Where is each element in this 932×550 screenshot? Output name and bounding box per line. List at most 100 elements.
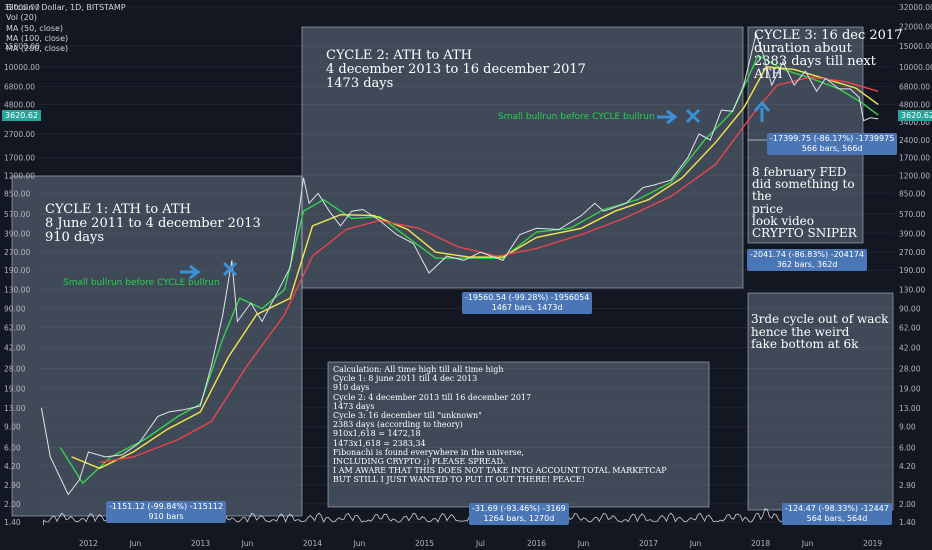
badge6-l2: 564 bars, 564d [806,514,868,523]
cycle3-title: CYCLE 3: 16 dec 2017 [754,28,903,43]
cycle2-annotation: CYCLE 2: ATH to ATH 4 december 2013 to 16… [326,49,586,91]
cycle3-l4: ATH [754,67,783,82]
y-tick-right: 9.00 [899,423,916,432]
cycle3-l3: 2383 days till next [754,54,876,69]
x-tick: 2018 [751,539,770,548]
indicator-ma100[interactable]: MA (100, close) [6,33,69,43]
price-series [40,32,879,496]
y-tick-left: 1.40 [4,518,21,527]
badge5-l2: 362 bars, 362d [776,260,838,269]
y-tick-left: 10000.00 [4,63,40,72]
grid-lines [38,6,895,523]
y-tick-right: 6800.00 [899,83,930,92]
y-tick-right: 10000.00 [899,63,932,72]
current-price-right: 3620.62 [898,110,932,121]
arrow-right-icon [180,264,201,280]
x-tick: 2019 [863,539,882,548]
x-tick: Jun [241,539,254,548]
y-tick-left: 850.00 [4,189,30,198]
cross-mark-icon [685,108,701,124]
y-tick-right: 19.00 [899,384,921,393]
symbol-title: Bitcoin / Dollar, 1D, BITSTAMP [6,3,126,12]
badge4-l1: -17399.75 (-86.17%) -1739975 [770,134,895,143]
indicator-ma50[interactable]: MA (50, close) [6,23,64,33]
cycle3-l2: duration about [754,41,852,56]
badge6-l1: -124.47 (-98.33%) -12447 [785,504,889,513]
y-tick-left: 130.00 [4,286,30,295]
y-tick-left: 190.00 [4,266,30,275]
badge4-l2: 566 bars, 566d [801,144,863,153]
y-tick-left: 32000.00 [4,3,40,12]
y-tick-left: 1700.00 [4,154,35,163]
x-tick: Jul [475,539,485,548]
y-tick-right: 28.00 [899,364,921,373]
annotation-box [327,361,710,508]
y-tick-left: 1200.00 [4,172,35,181]
moving-average-line [71,66,879,470]
badge5-l1: -2041.74 (-86.83%) -204174 [750,250,865,259]
y-tick-left: 15000.00 [4,42,40,51]
x-tick: 2017 [639,539,658,548]
y-tick-right: 850.00 [899,189,925,198]
y-axis-right: 32000.00 22000.00 15000.00 10000.00 6800.00 4… [899,3,932,527]
measure-badge-6[interactable]: -124.47 (-98.33%) -12447 564 bars, 564d [782,503,892,525]
badge2-l1: -19560.54 (-99.28%) -1956054 [465,293,590,302]
y-tick-left: 6.00 [4,444,21,453]
calculation-annotation: Calculation: All time high till all time… [333,365,667,485]
indicator-vol[interactable]: Vol (20) [6,13,37,23]
y-tick-right: 3400.00 [899,118,930,127]
measure-badge-4[interactable]: -17399.75 (-86.17%) -1739975 566 bars, 56… [767,133,898,155]
x-tick: 2012 [79,539,98,548]
annotation-box [747,139,864,244]
indicator-ma200[interactable]: MA (200, close) [6,44,69,54]
cycle1-days: 910 days [45,230,105,245]
y-tick-left: 6800.00 [4,83,35,92]
cycle2-days: 1473 days [326,76,394,91]
cycle1-dates: 8 June 2011 to 4 december 2013 [45,216,261,231]
annotation-boxes [11,26,894,517]
annotation-box [747,292,894,511]
annotation-arrows [180,100,771,280]
x-tick: Jun [689,539,702,548]
y-tick-right: 90.00 [899,305,921,314]
x-tick: Jun [577,539,590,548]
y-tick-right: 4800.00 [899,100,930,109]
y-tick-left: 19.00 [4,384,26,393]
moving-averages [59,54,879,485]
y-tick-left: 62.00 [4,324,26,333]
measure-badge-1[interactable]: -1151.12 (-99.84%) -115112 910 bars [106,501,227,523]
bullrun-label-2: Small bullrun before CYCLE bullrun [498,112,655,122]
y-tick-left: 2.90 [4,481,21,490]
x-tick: 2016 [527,539,546,548]
y-tick-right: 1.40 [899,518,916,527]
y-tick-left: 9.00 [4,423,21,432]
y-tick-right: 4.20 [899,462,916,471]
y-tick-right: 32000.00 [899,3,932,12]
badge2-l2: 1467 bars, 1473d [491,303,563,312]
cycle3-annotation: CYCLE 3: 16 dec 2017 duration about 2383 d… [754,29,902,81]
y-tick-left: 270.00 [4,248,30,257]
y-tick-right: 62.00 [899,324,921,333]
chart-legend: Bitcoin / Dollar, 1D, BITSTAMP Vol (20) … [6,3,126,54]
y-tick-left: 90.00 [4,305,26,314]
y-tick-right: 130.00 [899,286,925,295]
current-price-left: 3620.62 [2,110,42,121]
y-tick-right: 13.00 [899,404,921,413]
x-tick: 2015 [415,539,434,548]
y-tick-left: 390.00 [4,229,30,238]
y-tick-right: 1700.00 [899,154,930,163]
y-tick-right: 6.00 [899,444,916,453]
y-tick-right: 390.00 [899,229,925,238]
third-cycle-annotation: 3rde cycle out of wack hence the weird f… [751,312,889,351]
x-tick: Jun [801,539,814,548]
measure-badge-5[interactable]: -2041.74 (-86.83%) -204174 362 bars, 362d [747,249,868,271]
measure-badge-3[interactable]: -31.69 (-93.46%) -3169 1264 bars, 1270d [469,503,569,525]
y-tick-left: 13.00 [4,404,26,413]
arrow-up-icon [753,100,771,122]
cross-mark-icon [222,261,238,277]
cycle2-dates: 4 december 2013 to 16 december 2017 [326,62,586,77]
arrow-right-icon [657,109,678,125]
measure-badge-2[interactable]: -19560.54 (-99.28%) -1956054 1467 bars, 1… [462,292,593,314]
